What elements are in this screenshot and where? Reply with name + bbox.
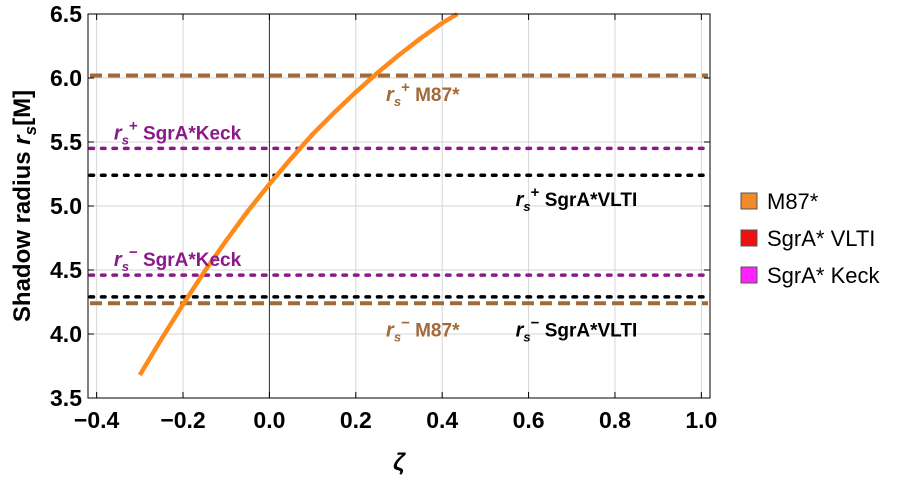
annotation-superscript: − [129,244,138,261]
annotation-symbol: r [114,249,123,271]
annotation-subscript: s [122,132,129,147]
y-tick-label: 5.0 [50,193,82,219]
annotation-symbol: r [516,189,525,211]
y-tick-label: 3.5 [50,385,82,411]
y-tick-label: 6.0 [50,65,82,91]
annotation-subscript: s [394,330,401,345]
annotation-m87-lower: rs− M87* [386,315,460,345]
x-tick-label: −0.4 [74,407,120,433]
x-tick-label: −0.2 [160,407,205,433]
annotation-superscript: − [401,315,410,332]
x-tick-label: 0.2 [340,407,372,433]
annotation-keck-lower: rs− SgrA*Keck [114,244,242,274]
x-axis-title: ζ [393,449,406,476]
annotation-superscript: + [401,79,410,96]
annotation-text: SgrA*Keck [138,250,242,271]
annotation-subscript: s [394,94,401,109]
annotation-text: M87* [410,321,460,342]
annotation-vlti-upper: rs+ SgrA*VLTI [516,184,638,214]
legend-swatch [740,192,758,210]
y-axis-title-subscript: s [21,126,40,135]
x-tick-label: 0.6 [513,407,545,433]
x-ticks: −0.4 −0.2 0.0 0.2 0.4 0.6 0.8 1.0 [74,14,717,433]
x-tick-label: 1.0 [685,407,717,433]
x-tick-label: 0.8 [599,407,631,433]
legend-swatch [740,266,758,284]
curve-layer [137,12,459,377]
legend-swatch [740,229,758,247]
annotation-keck-upper: rs+ SgrA*Keck [114,117,242,147]
annotation-text: SgrA*Keck [138,123,242,144]
legend-label: SgrA* VLTI [767,226,875,251]
annotation-symbol: r [386,320,395,342]
annotation-subscript: s [523,330,530,345]
annotation-vlti-lower: rs− SgrA*VLTI [516,315,638,345]
annotation-text: M87* [410,85,460,106]
x-tick-label: 0.4 [426,407,458,433]
y-tick-label: 4.5 [50,257,82,283]
annotation-text: SgrA*VLTI [539,190,637,211]
legend: M87* SgrA* VLTI SgrA* Keck [740,189,880,288]
x-tick-label: 0.0 [253,407,285,433]
y-axis-title: Shadow radius rs[M] [9,90,40,322]
legend-label: M87* [767,189,819,214]
annotation-symbol: r [386,84,395,106]
annotation-subscript: s [122,259,129,274]
annotation-symbol: r [516,320,525,342]
annotation-text: SgrA*VLTI [539,321,637,342]
y-tick-label: 4.0 [50,321,82,347]
grid [88,13,710,399]
y-axis-title-unit: [M] [9,90,36,126]
y-axis-title-main: Shadow radius [9,145,36,322]
m87-curve [137,12,459,377]
annotation-symbol: r [114,122,123,144]
y-ticks: 3.5 4.0 4.5 5.0 5.5 6.0 6.5 [50,1,710,411]
annotation-subscript: s [523,199,530,214]
y-tick-label: 5.5 [50,129,82,155]
annotation-m87-upper: rs+ M87* [386,79,460,109]
y-tick-label: 6.5 [50,1,82,27]
legend-label: SgrA* Keck [767,263,880,288]
annotation-superscript: − [531,315,540,332]
bound-lines [88,73,710,306]
annotation-superscript: + [129,117,138,134]
annotation-superscript: + [531,184,540,201]
y-axis-title-symbol: r [9,134,36,145]
